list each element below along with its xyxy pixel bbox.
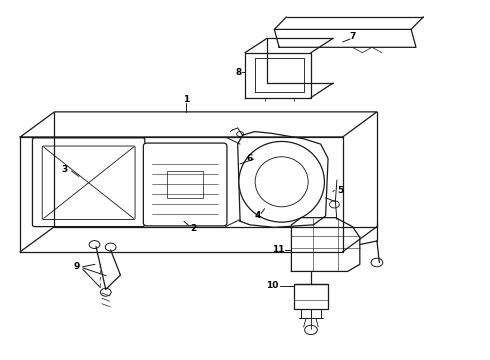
Text: 3: 3 <box>61 165 67 174</box>
Text: 4: 4 <box>255 211 261 220</box>
FancyBboxPatch shape <box>144 143 227 226</box>
Text: 6: 6 <box>247 154 253 163</box>
Text: 2: 2 <box>191 224 197 233</box>
Text: 1: 1 <box>183 95 190 104</box>
Text: 7: 7 <box>349 32 356 41</box>
Text: 5: 5 <box>337 186 343 195</box>
Text: 10: 10 <box>266 281 278 290</box>
Text: 9: 9 <box>73 262 79 271</box>
Ellipse shape <box>239 141 324 222</box>
Text: 11: 11 <box>272 246 285 255</box>
Text: 8: 8 <box>236 68 242 77</box>
Bar <box>294 284 328 309</box>
Bar <box>167 171 203 198</box>
